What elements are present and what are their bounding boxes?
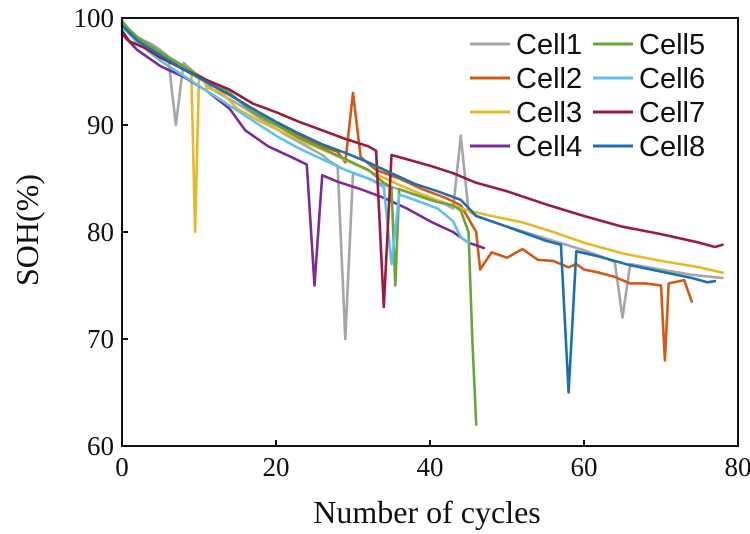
y-tick-label: 100	[74, 3, 115, 33]
legend-label-cell8: Cell8	[639, 131, 705, 163]
legend-label-cell2: Cell2	[516, 63, 582, 95]
y-tick-label: 80	[87, 217, 114, 247]
y-tick-label: 70	[87, 324, 114, 354]
legend-label-cell1: Cell1	[516, 29, 582, 61]
series-line-cell8	[120, 24, 717, 394]
series-layer	[120, 18, 724, 426]
y-tick-label: 90	[87, 110, 114, 140]
y-tick-label: 60	[87, 431, 114, 461]
x-tick-label: 40	[417, 452, 444, 482]
x-tick-label: 0	[115, 452, 129, 482]
x-axis-title: Number of cycles	[313, 494, 540, 530]
legend-label-cell7: Cell7	[639, 97, 705, 129]
series-line-cell6	[120, 25, 470, 266]
x-tick-label: 20	[263, 452, 290, 482]
y-axis-title: SOH(%)	[9, 174, 45, 286]
x-tick-label: 60	[571, 452, 598, 482]
legend-label-cell5: Cell5	[639, 29, 705, 61]
legend-label-cell6: Cell6	[639, 63, 705, 95]
axis-layer	[121, 17, 739, 447]
legend-label-cell3: Cell3	[516, 97, 582, 129]
x-tick-label: 80	[725, 452, 750, 482]
tick-labels: 0 20 40 60 80 60 70 80 90 100	[74, 3, 750, 482]
legend-label-cell4: Cell4	[516, 131, 582, 163]
